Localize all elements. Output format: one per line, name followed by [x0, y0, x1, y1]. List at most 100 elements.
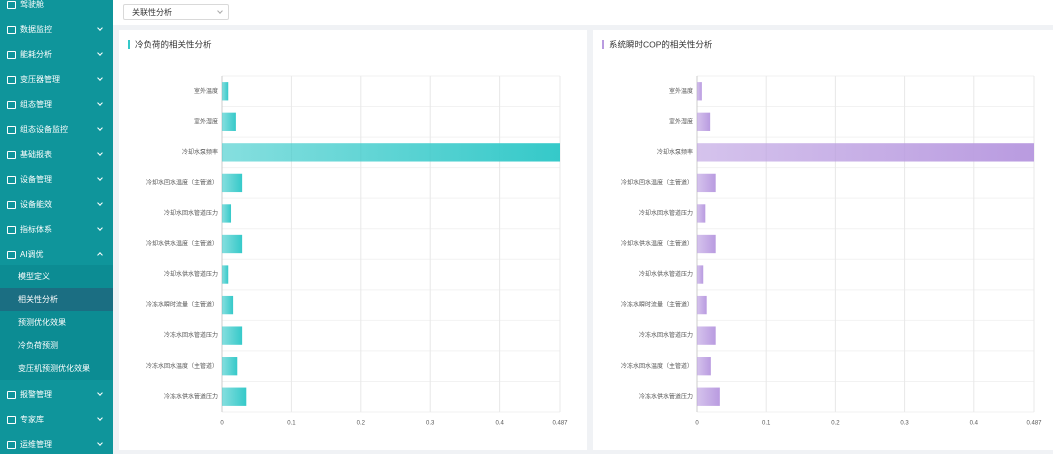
bar [697, 234, 716, 254]
submenu-label: 模型定义 [18, 272, 50, 281]
y-tick-label: 冷冻水回水管道压力 [164, 331, 218, 339]
chart-title: 冷负荷的相关性分析 [135, 39, 212, 49]
submenu-item[interactable]: 模型定义 [0, 265, 113, 288]
x-tick-label: 0.4 [495, 421, 504, 427]
chevron [97, 25, 103, 31]
chevron [97, 200, 103, 206]
x-tick-label: 0.487 [552, 421, 568, 427]
bar [222, 357, 238, 376]
y-tick-label: 室外湿度 [669, 117, 693, 125]
submenu-item[interactable]: 相关性分析 [0, 288, 113, 311]
menu-item[interactable]: 专家库 [0, 407, 113, 432]
y-tick-label: 冷却水回水管道压力 [639, 209, 693, 217]
y-tick-label: 冷却水泵频率 [657, 148, 693, 156]
y-tick-label: 室外温度 [669, 87, 693, 95]
menu-item[interactable]: 数据监控 [0, 17, 113, 42]
x-tick-label: 0 [695, 421, 699, 427]
bar [222, 265, 229, 284]
y-tick-label: 室外温度 [194, 87, 218, 95]
x-tick-label: 0.3 [426, 421, 435, 427]
menu-label: 基础报表 [20, 150, 52, 159]
submenu-label: 预测优化效果 [18, 318, 66, 327]
menu-label: AI调优 [20, 250, 44, 259]
x-tick-label: 0.1 [287, 421, 296, 427]
x-tick-label: 0.4 [970, 421, 979, 427]
menu-item[interactable]: 设备管理 [0, 167, 113, 192]
sidebar: 驾驶舱数据监控能耗分析变压器管理组态管理组态设备监控 基础报表设备管理设备能效指标… [0, 0, 113, 454]
x-tick-label: 0 [220, 421, 224, 427]
bar [697, 112, 711, 131]
submenu-item[interactable]: 冷负荷预测 [0, 334, 113, 357]
chevron [97, 440, 103, 446]
menu-item[interactable]: 组态设备监控 [0, 117, 113, 142]
menu-item[interactable]: 运维管理 [0, 432, 113, 454]
menu-icon [7, 441, 16, 449]
menu-item[interactable]: 报警管理 [0, 382, 113, 407]
bar [222, 143, 560, 162]
menu-label: 报警管理 [20, 390, 52, 399]
bar [222, 326, 243, 345]
x-tick-label: 0.3 [900, 421, 909, 427]
menu-icon [7, 51, 16, 59]
title-accent [602, 40, 604, 49]
chevron [97, 225, 103, 231]
chart-title: 系统瞬时COP的相关性分析 [609, 39, 713, 49]
y-tick-label: 冷冻水瞬时流量（主管道） [621, 301, 693, 309]
menu-icon [7, 226, 16, 234]
menu-item[interactable]: 驾驶舱 [0, 0, 113, 17]
menu-label: 能耗分析 [20, 50, 52, 59]
menu-item[interactable]: 组态管理 [0, 92, 113, 117]
menu-icon [7, 201, 16, 209]
y-tick-label: 冷却水供水温度（主管道） [146, 240, 218, 248]
submenu-item[interactable]: 预测优化效果 [0, 311, 113, 334]
y-tick-label: 冷却水供水管道压力 [639, 270, 693, 278]
menu-icon [7, 76, 16, 84]
bar [697, 326, 716, 345]
y-tick-label: 冷冻水供水管道压力 [164, 392, 218, 400]
y-tick-label: 冷冻水瞬时流量（主管道） [146, 301, 218, 309]
submenu-item[interactable]: 变压机预测优化效果 [0, 357, 113, 380]
menu-label: 数据监控 [20, 25, 52, 34]
menu-item[interactable]: 变压器管理 [0, 67, 113, 92]
chevron [97, 50, 103, 56]
menu-item[interactable]: AI调优 [0, 242, 113, 267]
toolbar: 关联性分析 [113, 0, 1053, 25]
chevron [97, 390, 103, 396]
submenu-label: 相关性分析 [18, 295, 58, 304]
y-tick-label: 冷却水回水温度（主管道） [621, 178, 693, 186]
menu-label: 组态设备监控 [20, 125, 68, 134]
chevron [97, 100, 103, 106]
bar [222, 387, 247, 406]
dropdown[interactable]: 关联性分析 [123, 4, 229, 20]
x-tick-label: 0.2 [357, 421, 366, 427]
chevron [217, 8, 223, 14]
bar [222, 82, 229, 101]
menu-label: 组态管理 [20, 100, 52, 109]
menu-label: 变压器管理 [20, 75, 60, 84]
submenu-label: 冷负荷预测 [18, 341, 58, 350]
x-tick-label: 0.2 [831, 421, 840, 427]
bar [222, 234, 243, 254]
menu-icon [7, 101, 16, 109]
chevron [97, 75, 103, 81]
panel [119, 30, 587, 450]
menu-item[interactable]: 基础报表 [0, 142, 113, 167]
y-tick-label: 冷冻水回水温度（主管道） [621, 362, 693, 370]
submenu-label: 变压机预测优化效果 [18, 364, 90, 373]
bar [697, 295, 707, 315]
bar [697, 265, 704, 284]
bar [222, 295, 234, 315]
y-tick-label: 冷冻水回水管道压力 [639, 331, 693, 339]
menu-item[interactable]: 能耗分析 [0, 42, 113, 67]
y-tick-label: 冷却水回水管道压力 [164, 209, 218, 217]
chevron [97, 415, 103, 421]
title-accent [128, 40, 130, 49]
menu-item[interactable]: 设备能效 [0, 192, 113, 217]
menu-label: 指标体系 [20, 225, 52, 234]
menu-item[interactable]: 指标体系 [0, 217, 113, 242]
x-tick-label: 0.487 [1026, 421, 1042, 427]
x-tick-label: 0.1 [762, 421, 771, 427]
y-tick-label: 冷却水回水温度（主管道） [146, 178, 218, 186]
y-tick-label: 冷冻水供水管道压力 [639, 392, 693, 400]
menu-label: 设备能效 [20, 200, 52, 209]
